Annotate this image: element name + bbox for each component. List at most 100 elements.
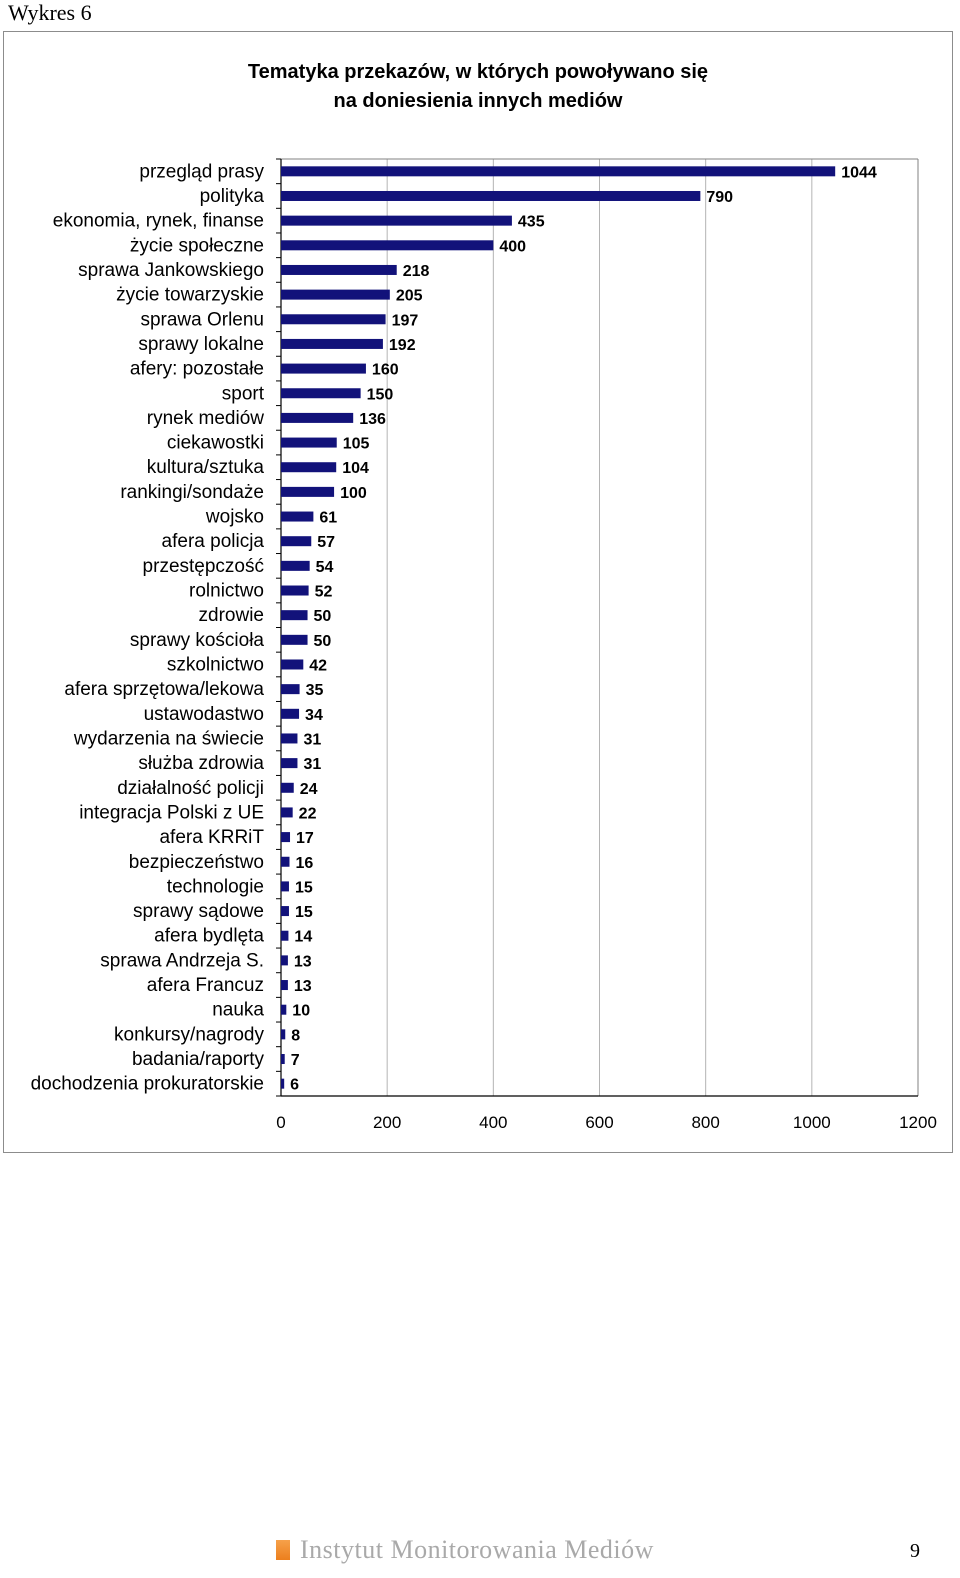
bar (281, 733, 298, 744)
data-label: 218 (403, 263, 430, 280)
category-label: ekonomia, rynek, finanse (53, 211, 264, 232)
data-label: 16 (295, 855, 313, 872)
category-label: sprawa Jankowskiego (78, 260, 264, 281)
category-label: afera bydlęta (154, 926, 264, 947)
bar (281, 462, 337, 473)
bar (281, 412, 354, 423)
logo-square-icon (276, 1540, 290, 1560)
chart-title-line-2: na doniesienia innych mediów (333, 90, 623, 112)
bar (281, 955, 288, 966)
x-tick-label: 200 (373, 1113, 401, 1132)
bar (281, 659, 304, 670)
bar (281, 1004, 287, 1015)
data-label: 52 (315, 584, 333, 601)
data-label: 35 (306, 682, 324, 699)
bar (281, 930, 289, 941)
bar-chart: 0 200 400 600 800 1000 1200 przegląd prasy 1044 p… (31, 158, 937, 1132)
category-label: sprawy kościoła (130, 630, 265, 651)
bar (281, 758, 298, 769)
data-label: 6 (290, 1077, 299, 1094)
x-tick-label: 1000 (793, 1113, 831, 1132)
data-label: 7 (291, 1052, 300, 1069)
data-label: 10 (292, 1003, 310, 1020)
data-label: 104 (342, 460, 369, 477)
category-label: wydarzenia na świecie (73, 728, 264, 749)
bar (281, 166, 836, 177)
category-label: afera KRRiT (159, 827, 264, 848)
category-label: afery: pozostałe (130, 359, 264, 380)
bar (281, 560, 310, 571)
bar (281, 314, 386, 325)
category-label: służba zdrowia (138, 753, 264, 774)
category-label: konkursy/nagrody (114, 1024, 264, 1045)
category-label: sport (222, 383, 265, 404)
bar (281, 536, 312, 547)
category-label: życie społeczne (130, 235, 264, 256)
x-tick-label: 600 (585, 1113, 613, 1132)
category-label: rolnictwo (189, 581, 264, 602)
category-label: przegląd prasy (139, 161, 264, 182)
chart-title: Tematyka przekazów, w których powoływano… (3, 58, 953, 116)
data-label: 1044 (841, 164, 877, 181)
bar (281, 240, 494, 251)
data-label: 790 (706, 189, 733, 206)
category-label: polityka (200, 186, 265, 207)
data-label: 435 (518, 214, 545, 231)
data-label: 205 (396, 288, 423, 305)
data-label: 31 (303, 731, 321, 748)
category-label: działalność policji (117, 778, 264, 799)
data-label: 15 (295, 904, 313, 921)
data-label: 24 (300, 781, 318, 798)
data-label: 100 (340, 485, 367, 502)
data-label: 15 (295, 879, 313, 896)
bar (281, 585, 309, 596)
bar (281, 980, 288, 991)
bar (281, 906, 289, 917)
data-label: 42 (309, 657, 327, 674)
category-label: nauka (212, 1000, 264, 1021)
bar (281, 215, 512, 226)
category-label: sprawa Andrzeja S. (100, 950, 264, 971)
bar (281, 289, 390, 300)
data-label: 22 (299, 805, 317, 822)
data-label: 50 (314, 608, 332, 625)
footer-brand-text: Instytut Monitorowania Mediów (300, 1535, 654, 1564)
bar (281, 363, 366, 374)
bar (281, 610, 308, 621)
bar (281, 1054, 285, 1065)
category-label: afera sprzętowa/lekowa (64, 679, 264, 700)
data-label: 54 (316, 559, 334, 576)
chart-frame (3, 31, 953, 1153)
bar (281, 486, 335, 497)
data-label: 57 (317, 534, 335, 551)
bar (281, 856, 290, 867)
bar (281, 782, 294, 793)
bar (281, 264, 397, 275)
category-label: sprawy lokalne (138, 334, 264, 355)
category-label: afera policja (162, 531, 265, 552)
bar (281, 807, 293, 818)
bar (281, 338, 383, 349)
chart-title-line-1: Tematyka przekazów, w których powoływano… (247, 61, 709, 83)
category-label: życie towarzyskie (116, 285, 264, 306)
page-number: 9 (910, 1540, 920, 1562)
data-label: 34 (305, 707, 323, 724)
bar (281, 708, 300, 719)
bar (281, 634, 308, 645)
data-label: 13 (294, 953, 312, 970)
data-label: 8 (291, 1027, 300, 1044)
bar (281, 190, 701, 201)
bar (281, 684, 300, 695)
category-label: badania/raporty (132, 1049, 265, 1070)
x-tick-label: 1200 (899, 1113, 937, 1132)
category-label: dochodzenia prokuratorskie (31, 1074, 264, 1095)
bar (281, 437, 337, 448)
bar (281, 388, 361, 399)
data-label: 105 (343, 436, 370, 453)
category-label: kultura/sztuka (147, 457, 265, 478)
category-label: afera Francuz (147, 975, 264, 996)
category-label: wojsko (205, 507, 264, 528)
bar (281, 511, 314, 522)
data-label: 160 (372, 362, 399, 379)
bar (281, 881, 289, 892)
